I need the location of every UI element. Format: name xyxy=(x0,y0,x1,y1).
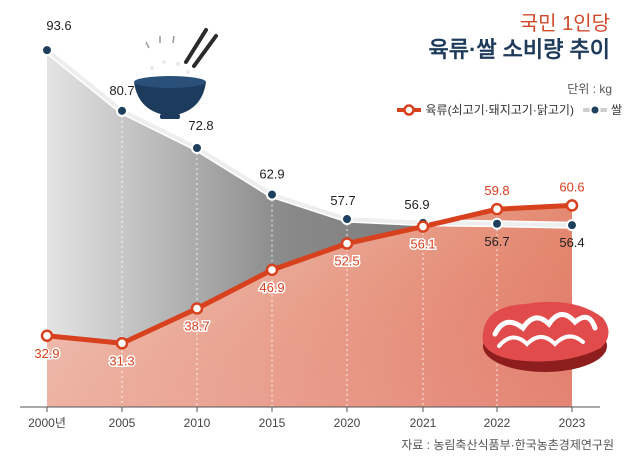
meat-value-label-1: 31.3 xyxy=(109,353,134,368)
meat-line xyxy=(46,202,573,346)
meat-value-label-6: 59.8 xyxy=(484,183,509,198)
rice-value-label-1: 80.7 xyxy=(109,83,134,98)
rice-value-label-6: 56.7 xyxy=(484,234,509,249)
rice-value-label-4: 57.7 xyxy=(330,193,355,208)
title-block: 국민 1인당 육류·쌀 소비량 추이 xyxy=(429,12,610,64)
rice-point-1 xyxy=(116,104,128,117)
chart-title: 육류·쌀 소비량 추이 xyxy=(428,37,610,62)
meat-value-label-0: 32.9 xyxy=(34,346,59,361)
meat-point-5 xyxy=(416,220,430,233)
legend-label-rice: 쌀 xyxy=(610,103,622,117)
meat-point-2 xyxy=(190,302,204,315)
meat-value-label-5: 56.1 xyxy=(410,237,435,252)
legend-entry-meat: 육류(쇠고기·돼지고기·닭고기) xyxy=(396,101,574,118)
x-tick-label-4: 2020 xyxy=(334,416,361,430)
rice-value-label-0: 93.6 xyxy=(46,18,71,33)
legend-swatch-meat xyxy=(397,103,422,116)
legend-swatch-rice xyxy=(582,104,607,115)
rice-value-label-7: 56.4 xyxy=(559,235,584,250)
meat-point-1 xyxy=(115,337,129,350)
x-tick-label-5: 2021 xyxy=(410,416,437,430)
meat-value-label-3: 46.9 xyxy=(259,280,284,295)
x-tick-label-6: 2022 xyxy=(484,416,511,430)
meat-point-6 xyxy=(490,202,504,216)
rice-line xyxy=(45,48,573,228)
legend-label-meat: 육류(쇠고기·돼지고기·닭고기) xyxy=(425,103,574,117)
rice-value-label-3: 62.9 xyxy=(259,167,284,182)
steak-icon xyxy=(482,301,609,372)
rice-value-label-2: 72.8 xyxy=(188,118,213,133)
legend: 육류(쇠고기·돼지고기·닭고기) 쌀 xyxy=(388,101,622,118)
x-tick-label-7: 2023 xyxy=(559,416,586,430)
meat-value-label-4: 52.5 xyxy=(334,254,359,269)
chart-subtitle: 국민 1인당 xyxy=(519,13,610,35)
rice-point-6 xyxy=(491,217,503,230)
meat-value-label-7: 60.6 xyxy=(559,179,584,194)
rice-value-label-5: 56.9 xyxy=(404,197,429,212)
rice-point-2 xyxy=(191,142,203,154)
source-note: 자료 : 농림축산식품부·한국농촌경제연구원 xyxy=(401,438,614,452)
rice-point-3 xyxy=(266,188,278,201)
legend-entry-rice: 쌀 xyxy=(582,101,622,118)
meat-value-label-2: 38.7 xyxy=(184,318,209,333)
meat-point-4 xyxy=(340,237,354,250)
rice-point-7 xyxy=(566,219,578,232)
meat-point-7 xyxy=(565,199,579,212)
rice-point-4 xyxy=(341,213,353,226)
meat-point-0 xyxy=(40,329,54,343)
unit-label: 단위 : kg xyxy=(567,82,612,96)
meat-point-3 xyxy=(265,263,279,277)
x-tick-label-1: 2005 xyxy=(109,416,136,430)
x-tick-label-0: 2000년 xyxy=(28,416,66,430)
rice-point-0 xyxy=(41,44,53,57)
x-tick-label-3: 2015 xyxy=(259,416,286,430)
meat-area-shade xyxy=(47,205,572,407)
rice-bowl-icon xyxy=(134,28,218,119)
x-tick-label-2: 2010 xyxy=(184,416,211,430)
